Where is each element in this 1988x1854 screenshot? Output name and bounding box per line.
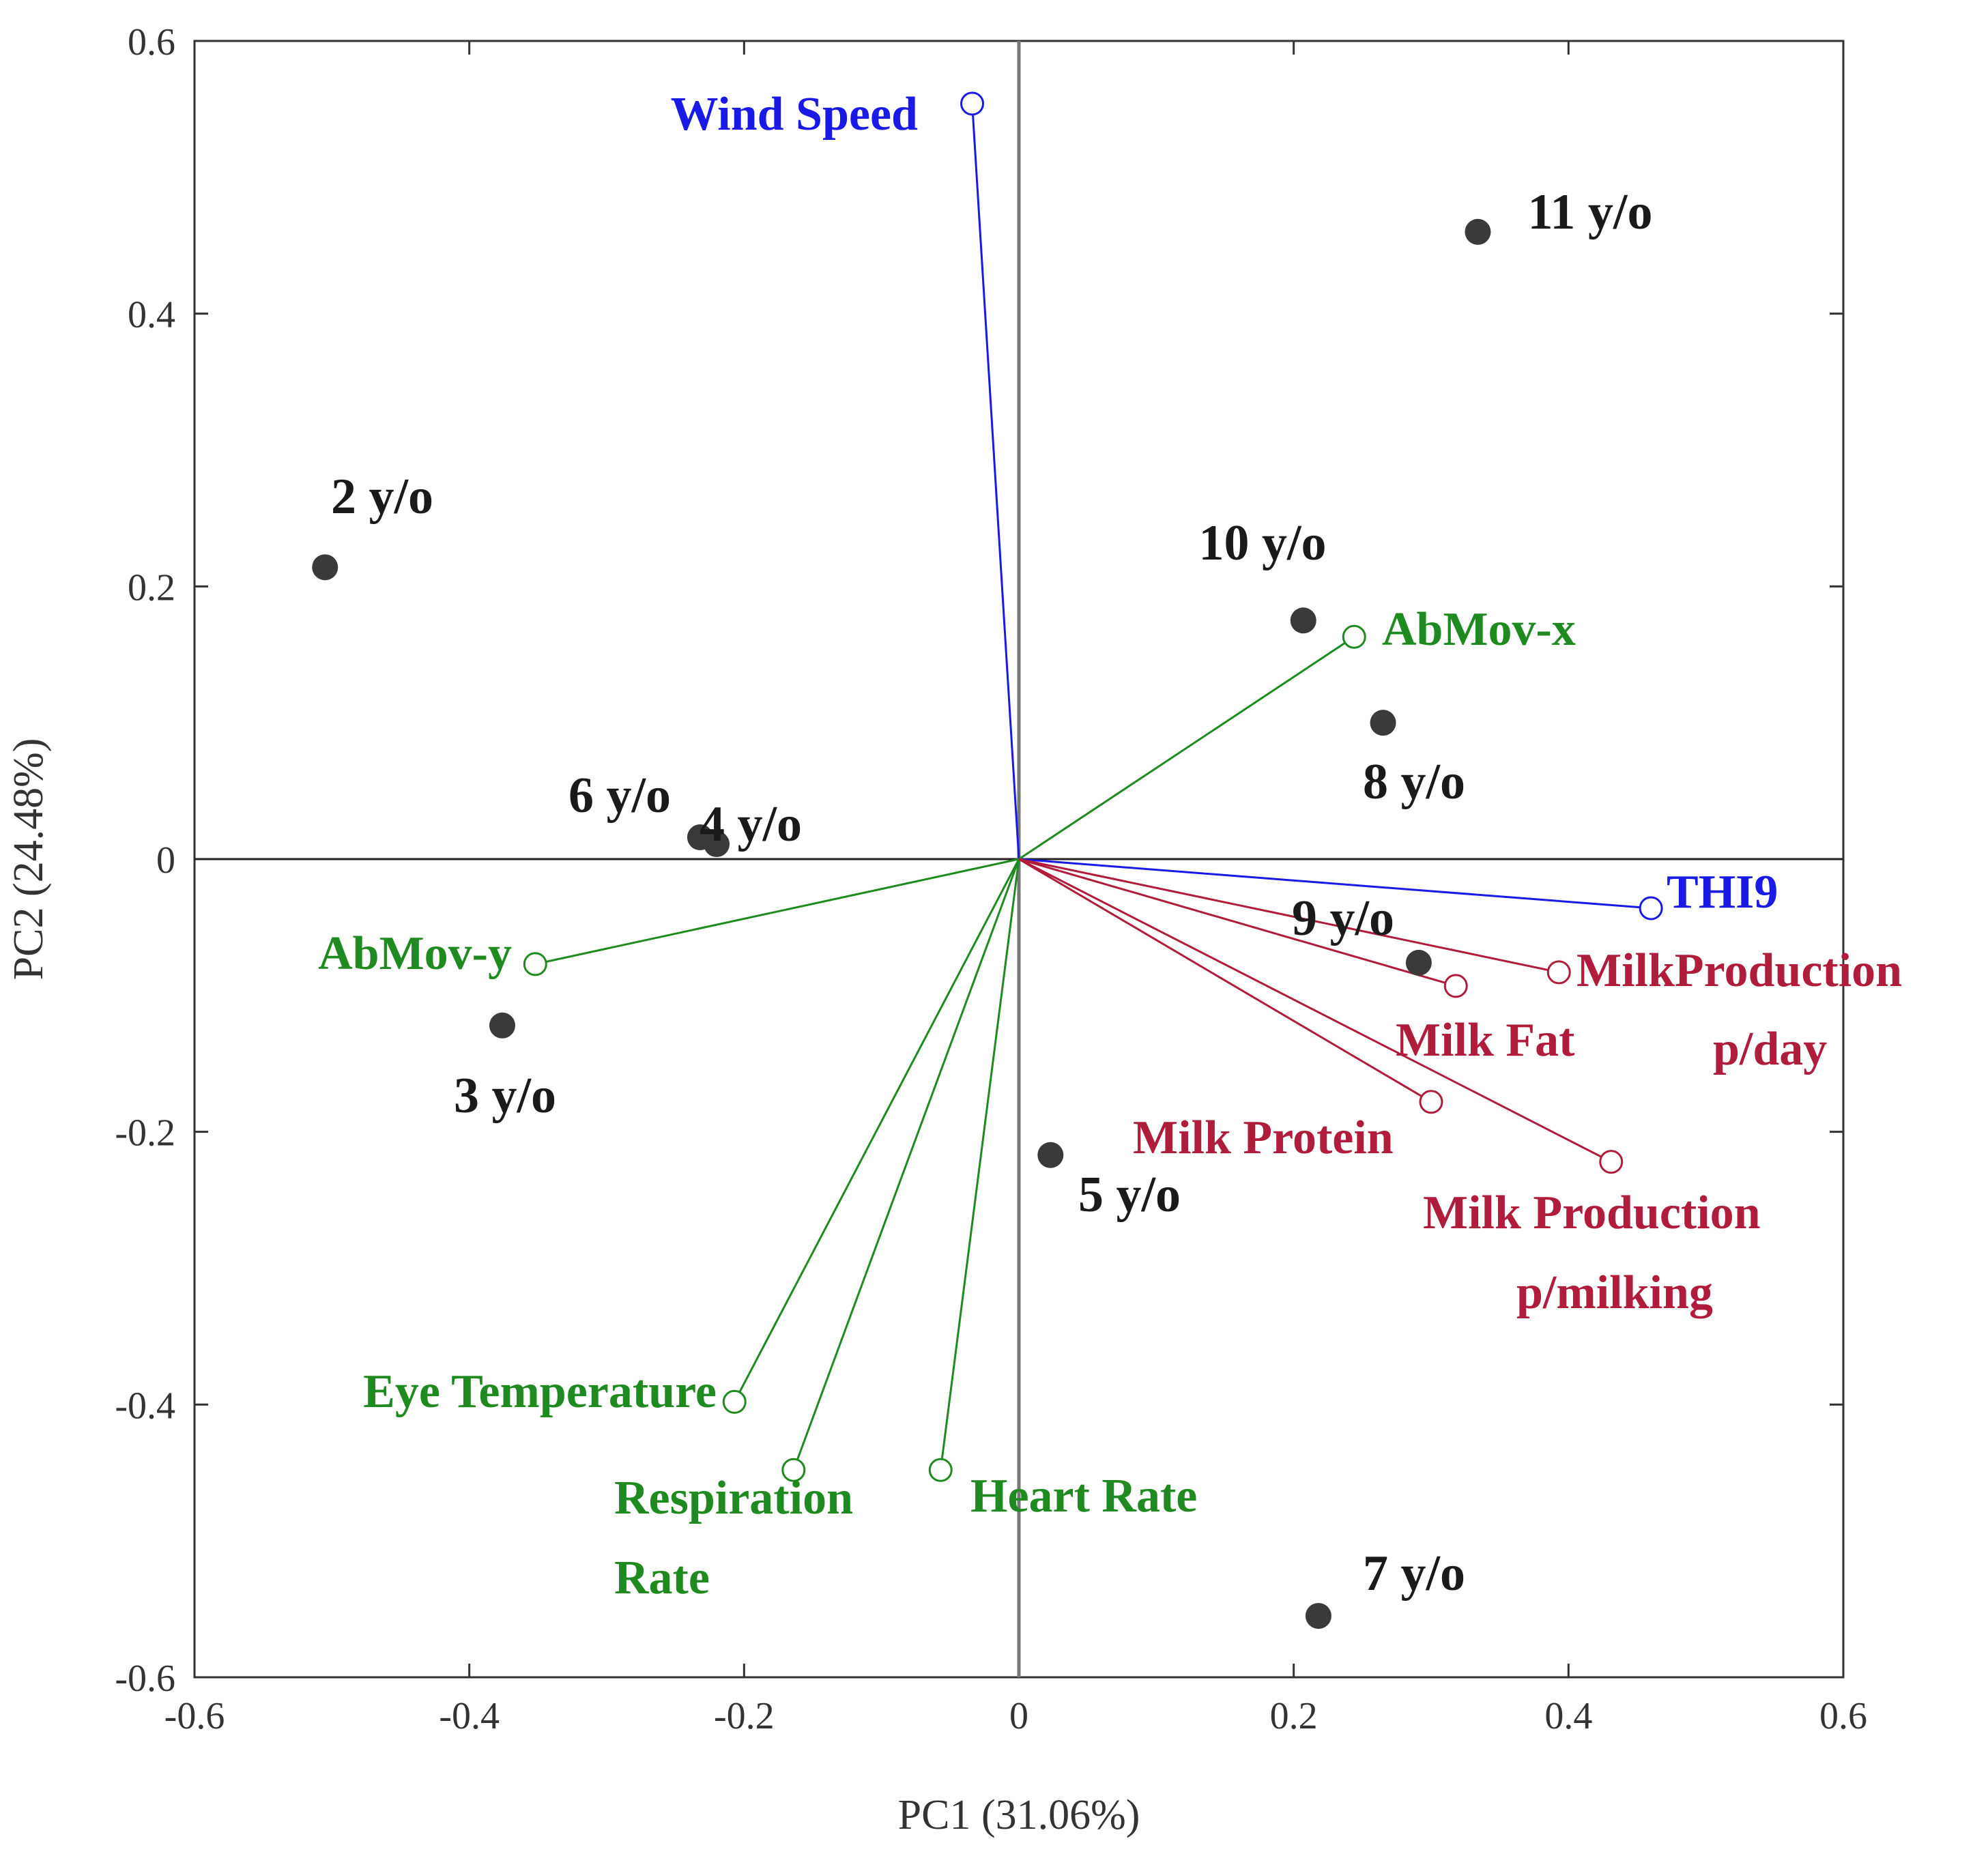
vector-tip-wind-speed	[960, 91, 985, 116]
observation-label: 11 y/o	[1528, 184, 1653, 240]
observation-point	[312, 554, 338, 581]
point-labels: Wind Speed THI9 AbMov-x AbMov-y Eye Temperat…	[318, 88, 1902, 1604]
vector-tip-abmov-y	[523, 952, 547, 976]
vector-milkproduction-p-day	[1018, 858, 1559, 974]
y-tick-label: -0.2	[115, 1112, 175, 1155]
observation-label: 5 y/o	[1078, 1167, 1181, 1223]
axis-ticks: -0.6 -0.4 -0.2 0 0.2 0.4 0.6 -0.6 -0.4 -0.2 0 0.2 0.…	[115, 21, 1867, 1737]
variable-label: Milk Protein	[1133, 1112, 1394, 1164]
y-axis-title: PC2 (24.48%)	[5, 738, 52, 981]
variable-label: Respiration	[614, 1472, 853, 1524]
x-tick-label: -0.2	[714, 1695, 775, 1737]
variable-label: AbMov-y	[318, 927, 512, 980]
variable-label-line2: p/day	[1713, 1023, 1827, 1075]
observation-point	[1370, 710, 1396, 736]
x-tick-label: -0.6	[164, 1695, 225, 1737]
y-tick-label: 0.6	[128, 21, 175, 63]
observation-point	[1037, 1142, 1064, 1168]
variable-label: MilkProduction	[1576, 944, 1902, 997]
loading-vectors	[523, 91, 1663, 1482]
y-tick-label: 0.4	[128, 294, 175, 336]
vector-tip-respiration-rate	[781, 1458, 806, 1482]
observation-point	[1305, 1603, 1331, 1630]
vector-tip-milk-production-p-milking	[1599, 1150, 1624, 1174]
vector-tip-milkproduction-p-day	[1546, 960, 1571, 985]
observation-point	[687, 824, 713, 851]
observation-label: 9 y/o	[1292, 890, 1394, 946]
vector-respiration-rate	[792, 858, 1020, 1471]
vector-tip-eye-temperature	[722, 1389, 747, 1414]
observation-label: 8 y/o	[1363, 754, 1465, 810]
vector-milk-production-p-milking	[1018, 858, 1612, 1163]
vector-tip-heart-rate	[928, 1458, 953, 1482]
vector-heart-rate	[939, 858, 1020, 1471]
vector-thi9	[1018, 858, 1652, 910]
vector-eye-temperature	[733, 858, 1020, 1403]
x-tick-label: -0.4	[439, 1695, 500, 1737]
observation-label: 7 y/o	[1363, 1546, 1465, 1602]
vector-tip-abmov-x	[1342, 624, 1366, 649]
vector-milk-protein	[1018, 858, 1432, 1103]
vector-abmov-y	[534, 858, 1020, 966]
variable-label: Eye Temperature	[363, 1365, 717, 1418]
observation-points	[312, 218, 1491, 1630]
x-tick-label: 0	[1009, 1695, 1028, 1737]
x-axis-title: PC1 (31.06%)	[898, 1792, 1140, 1838]
variable-label: THI9	[1667, 866, 1778, 918]
x-tick-label: 0.2	[1270, 1695, 1318, 1737]
observation-label: 3 y/o	[454, 1068, 556, 1124]
variable-label: AbMov-x	[1382, 603, 1576, 656]
y-tick-label: -0.4	[115, 1385, 175, 1427]
variable-label: Wind Speed	[671, 88, 919, 141]
vector-tip-thi9	[1639, 896, 1663, 921]
x-tick-label: 0.6	[1819, 1695, 1867, 1737]
variable-label: Milk Production	[1423, 1187, 1761, 1239]
observation-label: 10 y/o	[1198, 515, 1326, 571]
vector-milk-fat	[1018, 858, 1456, 987]
variable-label-line2: Rate	[614, 1552, 710, 1604]
observation-label: 2 y/o	[331, 469, 433, 525]
observation-point	[1465, 218, 1491, 245]
variable-label-line2: p/milking	[1516, 1266, 1713, 1319]
x-tick-label: 0.4	[1544, 1695, 1592, 1737]
y-tick-label: 0	[156, 839, 175, 882]
vector-abmov-x	[1018, 636, 1355, 860]
variable-label: Heart Rate	[970, 1470, 1197, 1522]
observation-label: 4 y/o	[700, 796, 802, 852]
y-tick-label: 0.2	[128, 566, 175, 609]
observation-point	[1290, 607, 1316, 634]
vector-wind-speed	[971, 103, 1020, 860]
observation-point	[1405, 949, 1432, 976]
vector-tip-milk-fat	[1443, 974, 1468, 998]
observation-point	[489, 1012, 515, 1039]
observation-label: 6 y/o	[568, 768, 671, 824]
vector-tip-milk-protein	[1419, 1090, 1443, 1114]
variable-label: Milk Fat	[1396, 1014, 1574, 1067]
y-tick-label: -0.6	[115, 1657, 175, 1700]
